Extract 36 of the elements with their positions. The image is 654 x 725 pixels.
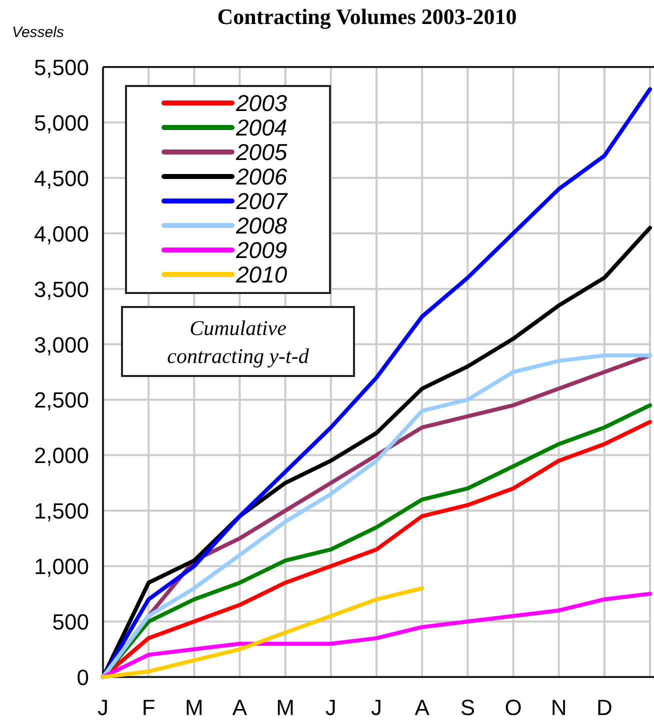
legend-label: 2007 <box>235 188 288 214</box>
x-tick-label: J <box>98 695 108 720</box>
y-tick-label: 1,500 <box>34 498 89 524</box>
y-tick-label: 4,500 <box>34 166 89 191</box>
x-tick-label: M <box>185 695 204 720</box>
y-tick-label: 2,000 <box>34 443 89 468</box>
legend-label: 2005 <box>235 139 288 165</box>
x-tick-label: A <box>414 695 430 720</box>
chart-title: Contracting Volumes 2003-2010 <box>217 4 517 29</box>
legend-label: 2008 <box>235 212 288 238</box>
line-series <box>101 586 424 679</box>
y-tick-label: 3,000 <box>34 332 89 358</box>
x-tick-label: F <box>142 695 156 720</box>
y-tick-label: 1,000 <box>34 554 89 580</box>
y-tick-label: 5,500 <box>34 55 89 80</box>
annotation: Cumulative contracting y-t-d <box>167 316 310 368</box>
x-tick-label: O <box>504 695 522 720</box>
y-tick-label: 500 <box>52 610 89 635</box>
y-tick-label: 2,500 <box>34 388 89 413</box>
y-tick-label: 4,000 <box>34 221 89 246</box>
legend-label: 2009 <box>235 237 288 263</box>
legend-label: 2003 <box>235 90 288 116</box>
x-tick-label: A <box>232 695 248 720</box>
y-tick-label: 5,000 <box>34 110 89 136</box>
x-tick-label: J <box>371 695 382 720</box>
x-tick-label: N <box>550 695 567 720</box>
legend-label: 2004 <box>235 114 288 140</box>
x-tick-label: S <box>460 695 476 720</box>
y-tick-label: 0 <box>76 665 89 690</box>
x-tick-label: D <box>596 695 612 720</box>
x-tick-label: J <box>325 695 336 720</box>
y-tick-label: 3,500 <box>34 276 89 302</box>
y-axis-title: Vessels <box>12 24 64 41</box>
legend-label: 2010 <box>235 262 288 288</box>
legend-label: 2006 <box>235 164 288 190</box>
x-tick-label: M <box>276 695 294 720</box>
